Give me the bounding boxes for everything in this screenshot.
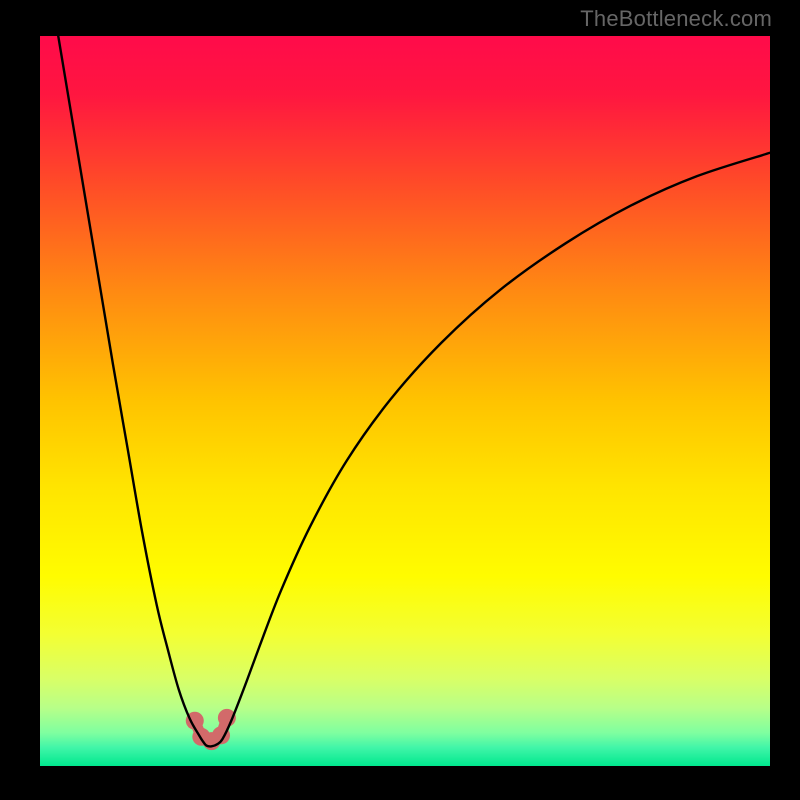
chart-svg	[40, 36, 770, 766]
gradient-background	[40, 36, 770, 766]
plot-area	[40, 36, 770, 766]
chart-stage: TheBottleneck.com	[0, 0, 800, 800]
watermark-text: TheBottleneck.com	[580, 6, 772, 32]
